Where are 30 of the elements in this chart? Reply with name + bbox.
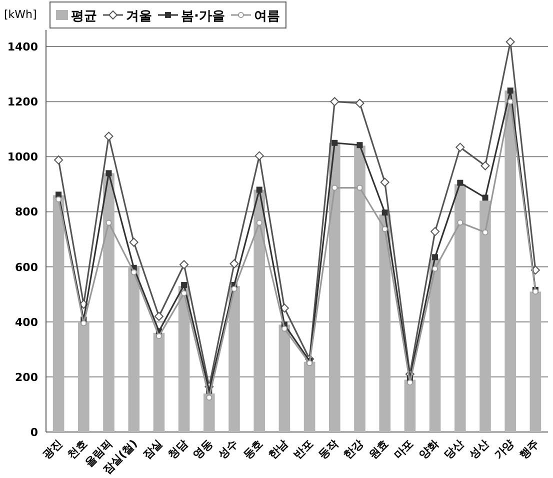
y-tick-label: 1400 — [7, 40, 38, 54]
x-tick-label: 가양 — [492, 436, 516, 462]
x-tick-label: 원효 — [366, 436, 391, 462]
legend-label: 평균 — [71, 9, 97, 24]
y-tick-label: 600 — [15, 260, 38, 274]
x-tick-label: 양화 — [416, 436, 442, 462]
x-tick-label: 한강 — [341, 436, 366, 462]
y-axis-title: [kWh] — [4, 8, 37, 21]
x-tick-label: 당산 — [442, 436, 466, 462]
y-tick-label: 400 — [15, 316, 38, 329]
y-tick-label: 200 — [15, 370, 38, 384]
y-tick-label: 800 — [15, 206, 38, 219]
x-tick-label: 성수 — [216, 436, 240, 462]
x-tick-label: 반포 — [290, 436, 316, 462]
x-tick-label: 잠실 — [140, 436, 166, 462]
legend-label: 봄·가을 — [181, 9, 225, 24]
x-tick-label: 한남 — [266, 436, 291, 462]
y-tick-label: 1000 — [7, 150, 38, 164]
x-tick-label: 영동 — [190, 436, 216, 462]
y-tick-label: 0 — [30, 426, 38, 439]
x-tick-label: 동작 — [316, 436, 341, 462]
x-tick-label: 성산 — [466, 436, 492, 462]
x-tick-label: 마포 — [391, 436, 416, 462]
legend-label: 겨울 — [126, 9, 152, 24]
legend-label: 여름 — [254, 9, 280, 24]
x-tick-label: 행주 — [516, 436, 542, 462]
y-tick-label: 1200 — [7, 96, 38, 109]
x-tick-label: 청담 — [165, 436, 190, 462]
x-tick-label: 광진 — [40, 436, 65, 462]
x-tick-label: 동호 — [240, 436, 266, 462]
